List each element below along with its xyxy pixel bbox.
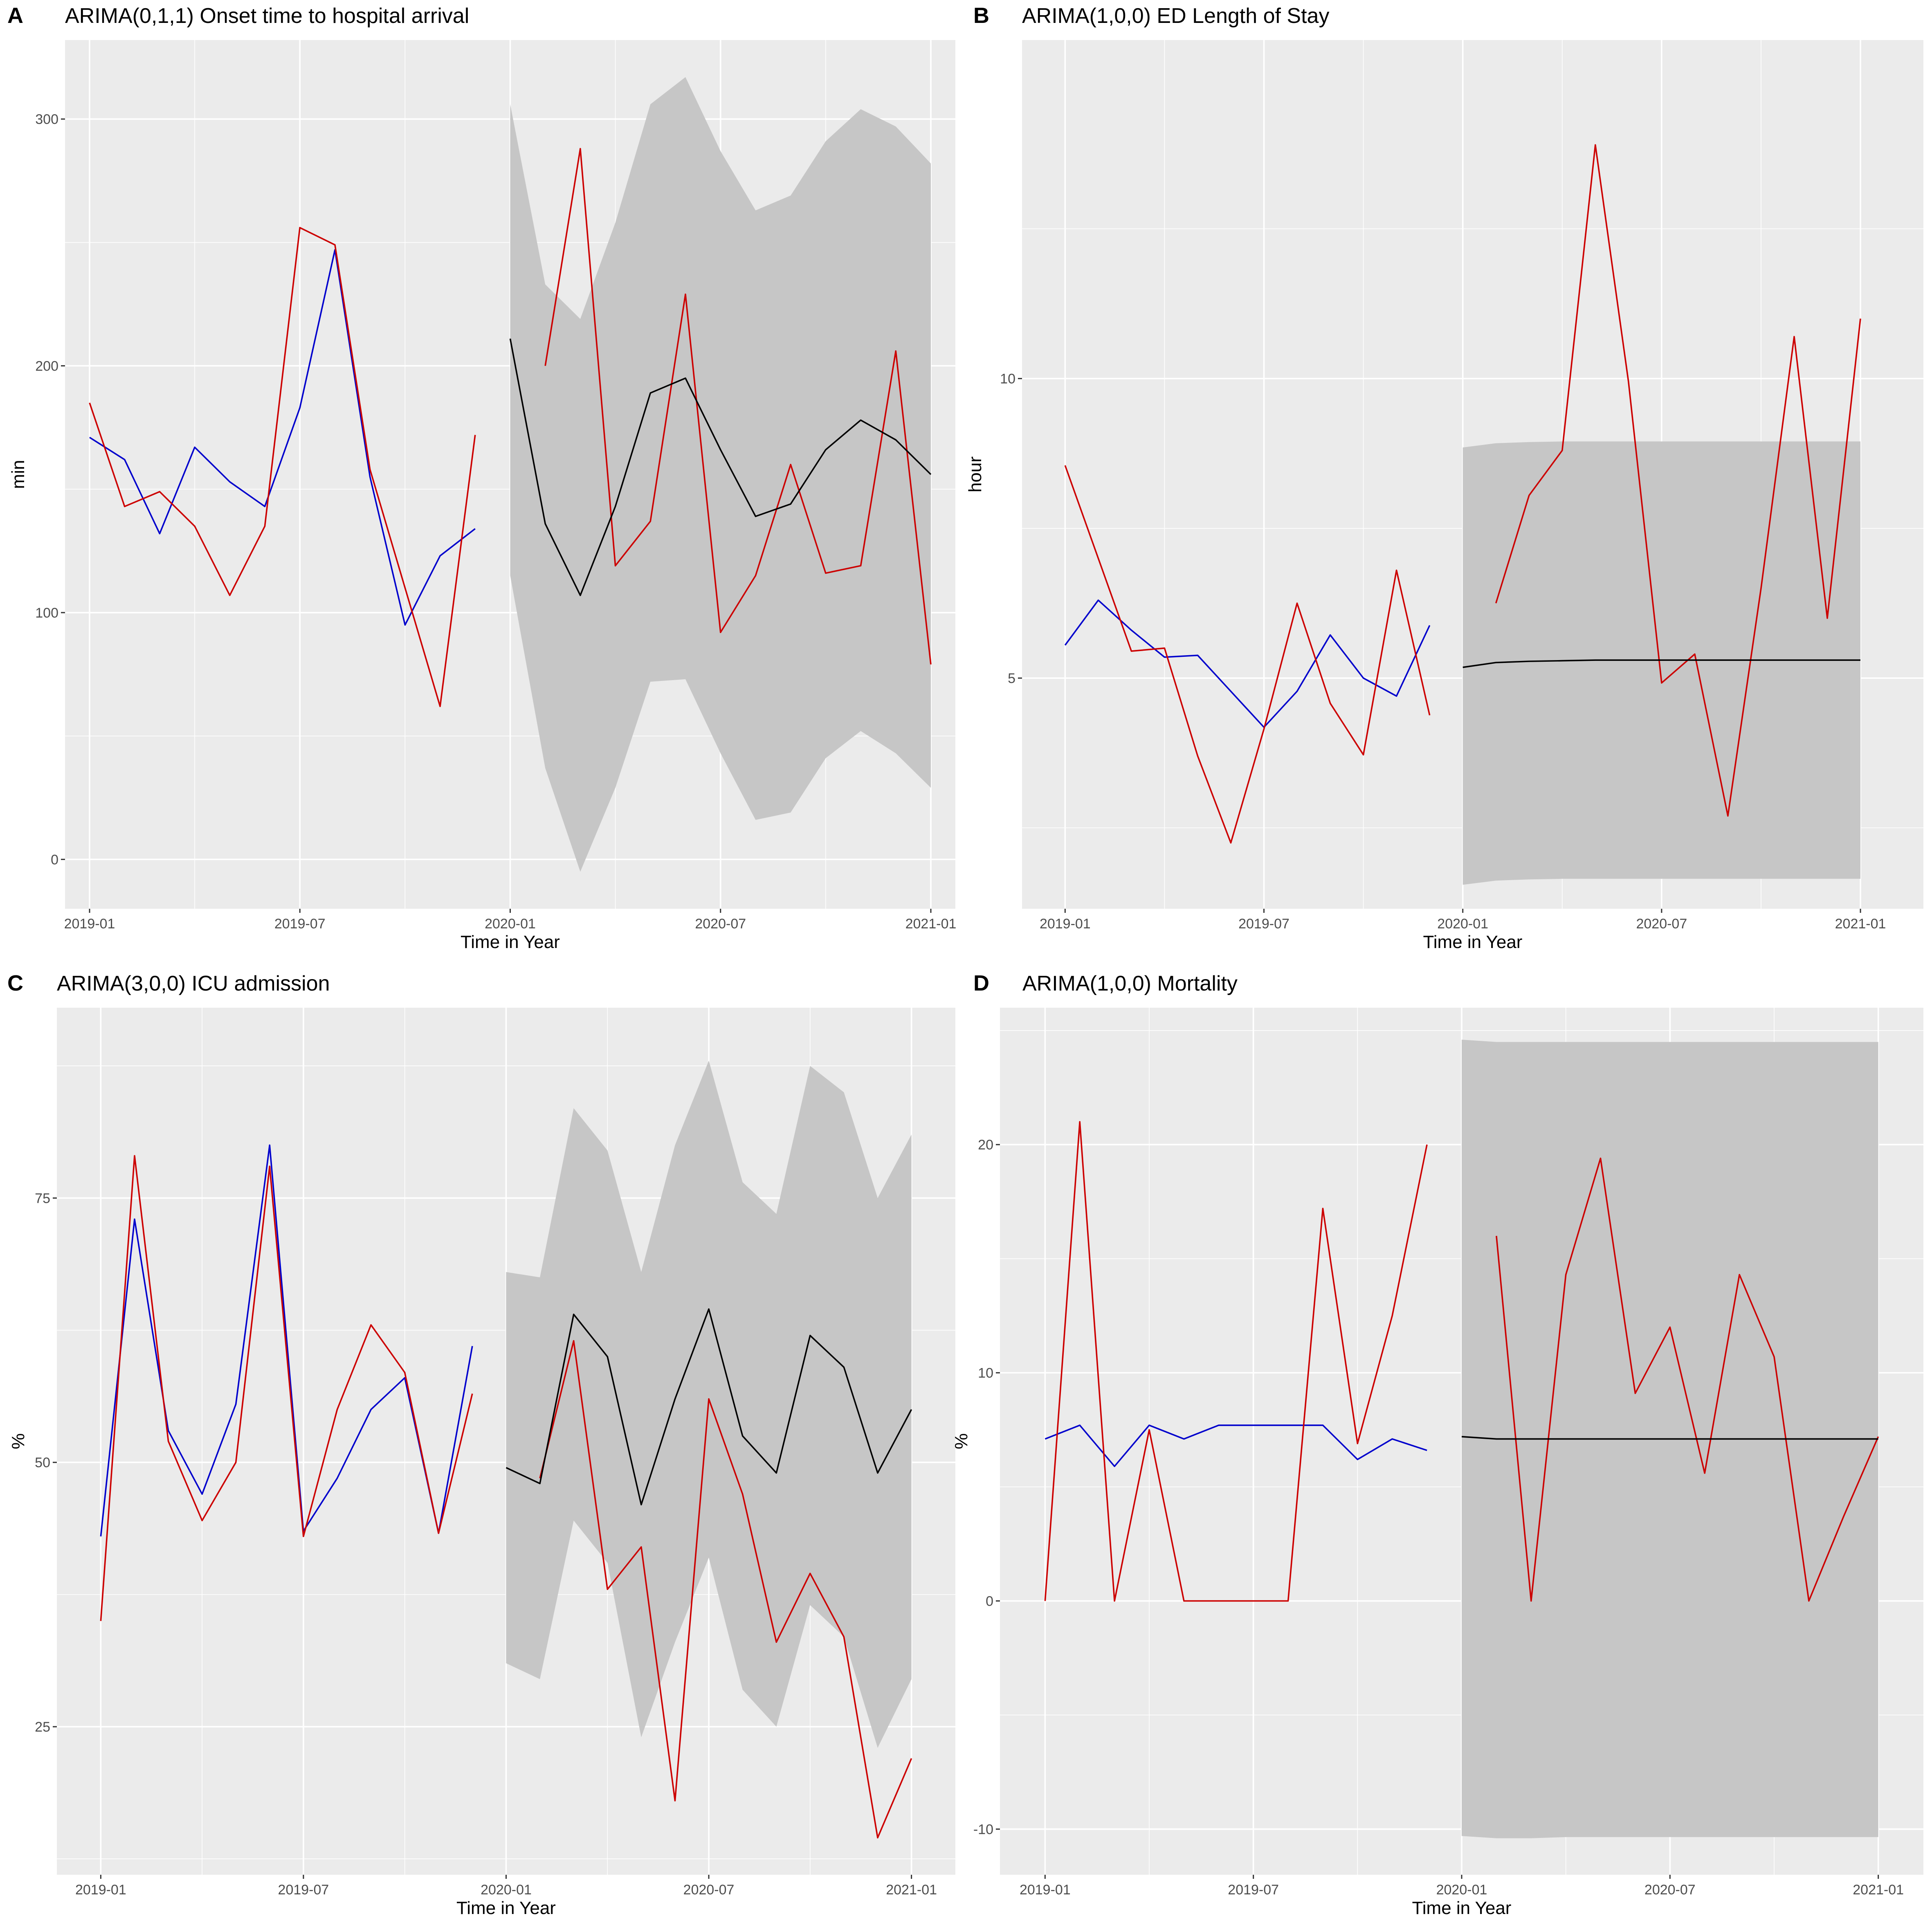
x-tick-label: 2021-01 — [886, 1882, 937, 1898]
observed-line — [1496, 1157, 1879, 1602]
panel-letter: D — [973, 971, 989, 995]
x-tick-label: 2020-01 — [481, 1882, 532, 1898]
x-axis-title: Time in Year — [456, 1898, 556, 1918]
panel-b: 5 10 2019-01 2019-07 2020-01 2020-07 2021-01 Ti… — [965, 3, 1923, 952]
y-tick-label: 10 — [1000, 371, 1015, 387]
y-tick-label: 5 — [1008, 671, 1015, 686]
y-tick-label: 300 — [35, 112, 58, 127]
forecast-line — [509, 338, 932, 596]
x-axis-title: Time in Year — [1412, 1898, 1512, 1918]
x-tick-label: 2021-01 — [1835, 916, 1886, 932]
fitted-line — [1064, 599, 1431, 728]
y-tick-label: 10 — [978, 1366, 993, 1381]
axes: -10 0 10 20 2019-01 2019-07 2020-01 2020-07 2021… — [973, 1137, 1904, 1898]
x-tick-label: 2019-07 — [1238, 916, 1289, 932]
x-tick-label: 2019-07 — [1228, 1882, 1279, 1898]
x-axis-title: Time in Year — [461, 932, 560, 952]
y-tick-label: 100 — [35, 605, 58, 621]
y-axis-title: min — [8, 460, 28, 489]
panel-title: ARIMA(1,0,0) ED Length of Stay — [1022, 4, 1329, 28]
forecast-line — [1461, 1436, 1878, 1440]
y-tick-label: -10 — [973, 1822, 993, 1837]
forecast-interval-band — [510, 77, 931, 872]
x-tick-label: 2019-01 — [64, 916, 115, 932]
x-tick-label: 2021-01 — [905, 916, 957, 932]
y-tick-label: 20 — [978, 1137, 993, 1153]
x-tick-label: 2020-07 — [1644, 1882, 1696, 1898]
panel-a: 0 100 200 300 2019-01 2019-07 2020-01 2020-07 20… — [7, 3, 956, 952]
x-tick-label: 2021-01 — [1853, 1882, 1904, 1898]
y-axis-title: % — [951, 1433, 971, 1449]
x-tick-label: 2019-01 — [1020, 1882, 1071, 1898]
forecast-line — [1462, 659, 1860, 668]
x-tick-label: 2019-01 — [75, 1882, 126, 1898]
forecast-interval-band — [1462, 441, 1860, 885]
x-tick-label: 2019-01 — [1040, 916, 1091, 932]
observed-line — [1064, 465, 1431, 844]
axes: 25 50 75 2019-01 2019-07 2020-01 2020-07 2021-0… — [35, 1191, 937, 1898]
forecast-line — [505, 1308, 912, 1505]
panel-d: -10 0 10 20 2019-01 2019-07 2020-01 2020-07 2021… — [951, 971, 1923, 1918]
panel-c: 25 50 75 2019-01 2019-07 2020-01 2020-07 2021-0… — [7, 971, 955, 1918]
axes: 5 10 2019-01 2019-07 2020-01 2020-07 2021-01 — [1000, 371, 1886, 932]
x-axis-title: Time in Year — [1423, 932, 1523, 952]
y-tick-label: 75 — [35, 1191, 50, 1206]
observed-line — [100, 1155, 473, 1621]
observed-line — [89, 227, 476, 707]
y-tick-label: 25 — [35, 1719, 50, 1735]
panel-letter: B — [973, 3, 989, 28]
observed-line — [544, 148, 932, 665]
x-tick-label: 2019-07 — [274, 916, 326, 932]
observed-line — [1044, 1121, 1428, 1602]
panel-title: ARIMA(1,0,0) Mortality — [1022, 972, 1238, 995]
x-tick-label: 2020-01 — [485, 916, 536, 932]
y-tick-label: 50 — [35, 1455, 50, 1471]
x-tick-label: 2020-07 — [683, 1882, 735, 1898]
axes: 0 100 200 300 2019-01 2019-07 2020-01 2020-07 20… — [35, 112, 956, 932]
fitted-line — [89, 249, 476, 626]
y-tick-label: 0 — [51, 852, 58, 867]
fitted-line — [1045, 1424, 1427, 1467]
observed-line — [539, 1340, 912, 1839]
y-axis-title: % — [8, 1433, 28, 1449]
x-tick-label: 2020-01 — [1436, 1882, 1487, 1898]
y-axis-title: hour — [965, 456, 985, 492]
panel-letter: A — [7, 3, 23, 28]
panel-title: ARIMA(3,0,0) ICU admission — [57, 972, 330, 995]
x-tick-label: 2020-07 — [695, 916, 746, 932]
x-tick-label: 2020-01 — [1437, 916, 1488, 932]
y-tick-label: 0 — [986, 1594, 993, 1609]
panel-letter: C — [7, 971, 23, 995]
panel-title: ARIMA(0,1,1) Onset time to hospital arri… — [65, 4, 469, 28]
x-tick-label: 2019-07 — [278, 1882, 329, 1898]
y-tick-label: 200 — [35, 359, 58, 374]
observed-line — [1495, 144, 1861, 817]
x-tick-label: 2020-07 — [1636, 916, 1687, 932]
